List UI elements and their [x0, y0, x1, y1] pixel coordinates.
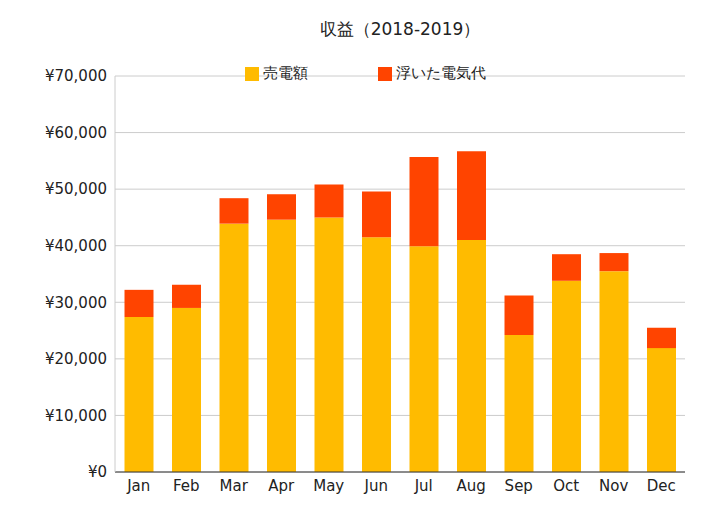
- html-text:売電額: 売電額: [262, 64, 308, 82]
- html-text:収益（2018-2019）: 収益（2018-2019）: [319, 19, 481, 39]
- svg-text:Oct: Oct: [553, 477, 579, 495]
- svg-text:Jun: Jun: [364, 477, 388, 495]
- svg-text:Mar: Mar: [220, 477, 249, 495]
- svg-text:Feb: Feb: [173, 477, 200, 495]
- svg-text:¥20,000: ¥20,000: [45, 350, 107, 368]
- svg-text:¥10,000: ¥10,000: [45, 407, 107, 425]
- svg-text:Aug: Aug: [457, 477, 486, 495]
- svg-text:Sep: Sep: [505, 477, 533, 495]
- svg-text:¥70,000: ¥70,000: [45, 67, 107, 85]
- svg-text:Jul: Jul: [414, 477, 433, 495]
- svg-text:¥40,000: ¥40,000: [45, 237, 107, 255]
- svg-text:Jan: Jan: [126, 477, 150, 495]
- svg-text:Nov: Nov: [599, 477, 628, 495]
- svg-text:May: May: [313, 477, 344, 495]
- svg-text:Apr: Apr: [268, 477, 295, 495]
- svg-text:¥0: ¥0: [88, 463, 107, 481]
- svg-text:¥30,000: ¥30,000: [45, 294, 107, 312]
- svg-text:¥60,000: ¥60,000: [45, 124, 107, 142]
- svg-text:Dec: Dec: [647, 477, 676, 495]
- html-text:浮いた電気代: 浮いた電気代: [395, 64, 486, 82]
- svg-text:¥50,000: ¥50,000: [45, 180, 107, 198]
